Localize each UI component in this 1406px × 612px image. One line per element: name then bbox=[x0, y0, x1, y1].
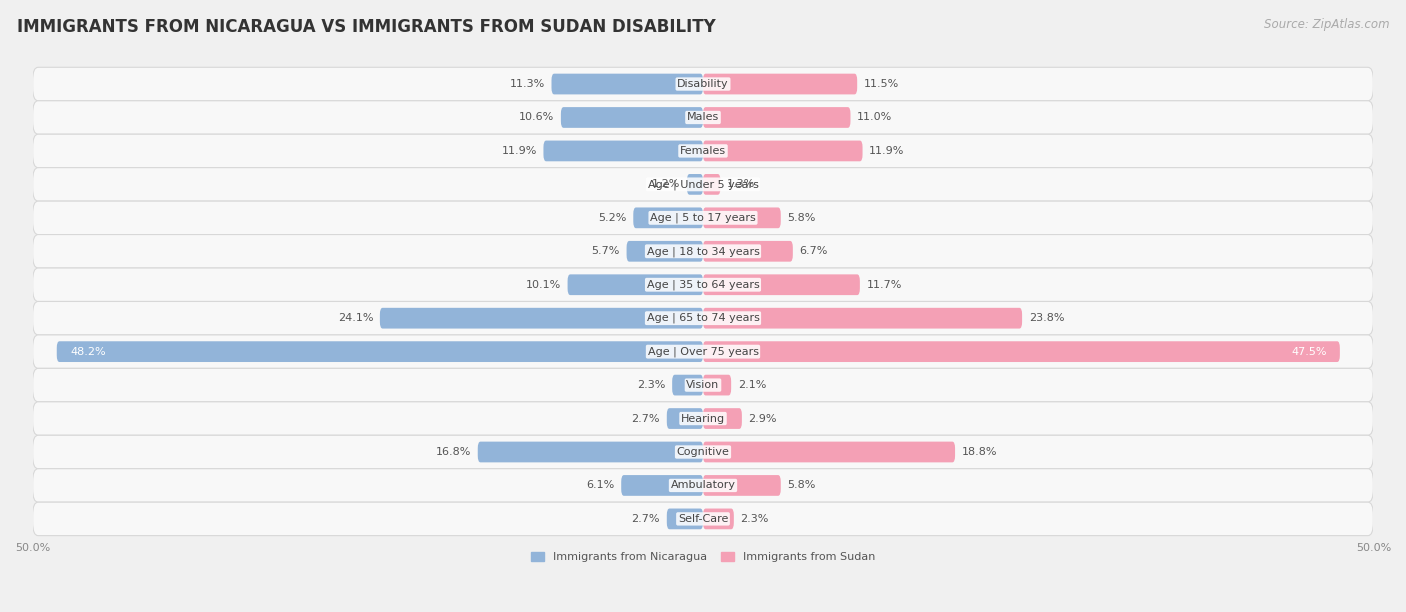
FancyBboxPatch shape bbox=[621, 475, 703, 496]
Text: 11.3%: 11.3% bbox=[509, 79, 544, 89]
FancyBboxPatch shape bbox=[32, 402, 1374, 435]
FancyBboxPatch shape bbox=[703, 509, 734, 529]
Text: 11.5%: 11.5% bbox=[863, 79, 900, 89]
FancyBboxPatch shape bbox=[32, 335, 1374, 368]
Text: 6.1%: 6.1% bbox=[586, 480, 614, 490]
FancyBboxPatch shape bbox=[32, 302, 1374, 335]
Text: 11.7%: 11.7% bbox=[866, 280, 901, 289]
FancyBboxPatch shape bbox=[688, 174, 703, 195]
Text: Age | 65 to 74 years: Age | 65 to 74 years bbox=[647, 313, 759, 323]
Text: 2.7%: 2.7% bbox=[631, 514, 659, 524]
FancyBboxPatch shape bbox=[32, 234, 1374, 268]
FancyBboxPatch shape bbox=[32, 134, 1374, 168]
FancyBboxPatch shape bbox=[544, 141, 703, 162]
FancyBboxPatch shape bbox=[703, 107, 851, 128]
FancyBboxPatch shape bbox=[32, 201, 1374, 234]
FancyBboxPatch shape bbox=[672, 375, 703, 395]
Text: 6.7%: 6.7% bbox=[800, 246, 828, 256]
FancyBboxPatch shape bbox=[703, 207, 780, 228]
Text: Cognitive: Cognitive bbox=[676, 447, 730, 457]
FancyBboxPatch shape bbox=[703, 73, 858, 94]
Text: 10.1%: 10.1% bbox=[526, 280, 561, 289]
Text: 5.7%: 5.7% bbox=[592, 246, 620, 256]
Text: Age | 18 to 34 years: Age | 18 to 34 years bbox=[647, 246, 759, 256]
FancyBboxPatch shape bbox=[703, 341, 1340, 362]
FancyBboxPatch shape bbox=[32, 268, 1374, 302]
FancyBboxPatch shape bbox=[703, 442, 955, 462]
Text: Disability: Disability bbox=[678, 79, 728, 89]
FancyBboxPatch shape bbox=[32, 101, 1374, 134]
Text: 1.3%: 1.3% bbox=[727, 179, 755, 189]
Text: 2.7%: 2.7% bbox=[631, 414, 659, 424]
Text: 2.1%: 2.1% bbox=[738, 380, 766, 390]
Text: 47.5%: 47.5% bbox=[1291, 346, 1326, 357]
Text: Vision: Vision bbox=[686, 380, 720, 390]
FancyBboxPatch shape bbox=[703, 174, 720, 195]
Text: 10.6%: 10.6% bbox=[519, 113, 554, 122]
Text: 11.0%: 11.0% bbox=[858, 113, 893, 122]
Text: 5.2%: 5.2% bbox=[598, 213, 627, 223]
FancyBboxPatch shape bbox=[32, 469, 1374, 502]
FancyBboxPatch shape bbox=[32, 67, 1374, 101]
Text: Source: ZipAtlas.com: Source: ZipAtlas.com bbox=[1264, 18, 1389, 31]
FancyBboxPatch shape bbox=[380, 308, 703, 329]
FancyBboxPatch shape bbox=[703, 274, 860, 295]
Text: 11.9%: 11.9% bbox=[502, 146, 537, 156]
FancyBboxPatch shape bbox=[703, 308, 1022, 329]
FancyBboxPatch shape bbox=[32, 168, 1374, 201]
FancyBboxPatch shape bbox=[633, 207, 703, 228]
Text: Self-Care: Self-Care bbox=[678, 514, 728, 524]
FancyBboxPatch shape bbox=[703, 141, 862, 162]
Text: 11.9%: 11.9% bbox=[869, 146, 904, 156]
Text: 2.9%: 2.9% bbox=[748, 414, 778, 424]
FancyBboxPatch shape bbox=[32, 368, 1374, 402]
FancyBboxPatch shape bbox=[703, 241, 793, 262]
FancyBboxPatch shape bbox=[56, 341, 703, 362]
Text: Age | 35 to 64 years: Age | 35 to 64 years bbox=[647, 280, 759, 290]
Legend: Immigrants from Nicaragua, Immigrants from Sudan: Immigrants from Nicaragua, Immigrants fr… bbox=[526, 547, 880, 567]
Text: Age | 5 to 17 years: Age | 5 to 17 years bbox=[650, 212, 756, 223]
Text: 23.8%: 23.8% bbox=[1029, 313, 1064, 323]
FancyBboxPatch shape bbox=[703, 375, 731, 395]
FancyBboxPatch shape bbox=[703, 475, 780, 496]
Text: 24.1%: 24.1% bbox=[337, 313, 373, 323]
Text: Hearing: Hearing bbox=[681, 414, 725, 424]
Text: 48.2%: 48.2% bbox=[70, 346, 105, 357]
FancyBboxPatch shape bbox=[32, 435, 1374, 469]
Text: Age | Under 5 years: Age | Under 5 years bbox=[648, 179, 758, 190]
FancyBboxPatch shape bbox=[666, 509, 703, 529]
Text: Ambulatory: Ambulatory bbox=[671, 480, 735, 490]
Text: Age | Over 75 years: Age | Over 75 years bbox=[648, 346, 758, 357]
FancyBboxPatch shape bbox=[478, 442, 703, 462]
FancyBboxPatch shape bbox=[627, 241, 703, 262]
Text: 2.3%: 2.3% bbox=[637, 380, 665, 390]
Text: 1.2%: 1.2% bbox=[652, 179, 681, 189]
FancyBboxPatch shape bbox=[568, 274, 703, 295]
Text: 2.3%: 2.3% bbox=[741, 514, 769, 524]
Text: IMMIGRANTS FROM NICARAGUA VS IMMIGRANTS FROM SUDAN DISABILITY: IMMIGRANTS FROM NICARAGUA VS IMMIGRANTS … bbox=[17, 18, 716, 36]
Text: Females: Females bbox=[681, 146, 725, 156]
Text: Males: Males bbox=[688, 113, 718, 122]
FancyBboxPatch shape bbox=[703, 408, 742, 429]
Text: 16.8%: 16.8% bbox=[436, 447, 471, 457]
Text: 18.8%: 18.8% bbox=[962, 447, 997, 457]
FancyBboxPatch shape bbox=[666, 408, 703, 429]
Text: 5.8%: 5.8% bbox=[787, 480, 815, 490]
FancyBboxPatch shape bbox=[561, 107, 703, 128]
FancyBboxPatch shape bbox=[551, 73, 703, 94]
Text: 5.8%: 5.8% bbox=[787, 213, 815, 223]
FancyBboxPatch shape bbox=[32, 502, 1374, 536]
